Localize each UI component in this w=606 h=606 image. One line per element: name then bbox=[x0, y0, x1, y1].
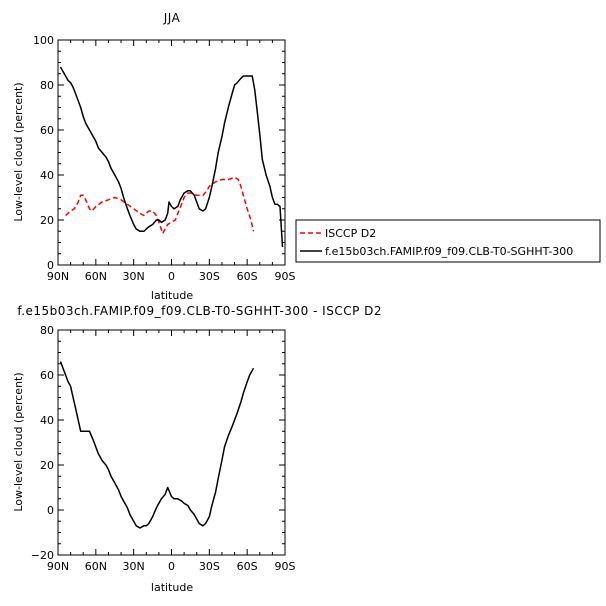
bottom-y-axis-label: Low-level cloud (percent) bbox=[12, 372, 25, 511]
bottom-x-tick-label: 60N bbox=[85, 560, 107, 573]
legend-label-isccp: ISCCP D2 bbox=[325, 227, 376, 240]
top-y-tick-label: 20 bbox=[40, 214, 54, 227]
bottom-y-tick-label: 80 bbox=[40, 324, 54, 337]
top-chart-title: JJA bbox=[163, 11, 181, 25]
top-x-tick-label: 60S bbox=[237, 270, 258, 283]
bottom-x-tick-label: 90N bbox=[47, 560, 69, 573]
bottom-chart-title: f.e15b03ch.FAMIP.f09_f09.CLB-T0-SGHHT-30… bbox=[17, 304, 382, 318]
bottom-series-line-difference bbox=[59, 361, 255, 529]
legend: ISCCP D2 f.e15b03ch.FAMIP.f09_f09.CLB-T0… bbox=[295, 219, 601, 263]
top-panel: JJA Low-level cloud (percent) latitude 9… bbox=[12, 11, 296, 302]
bottom-plot-frame bbox=[57, 329, 286, 556]
top-plot-frame bbox=[57, 39, 286, 266]
top-series-layer bbox=[59, 66, 284, 248]
top-y-tick-label: 80 bbox=[40, 79, 54, 92]
top-axis-ticks: 90N 60N 30N 0 30S 60S 90S 0 20 40 60 80 100 bbox=[33, 34, 296, 283]
bottom-x-tick-label: 90S bbox=[275, 560, 296, 573]
bottom-y-tick-label: −20 bbox=[31, 549, 54, 562]
top-x-tick-label: 60N bbox=[85, 270, 107, 283]
bottom-x-axis-label: latitude bbox=[151, 581, 193, 594]
bottom-x-tick-label: 0 bbox=[168, 560, 175, 573]
top-x-tick-label: 0 bbox=[168, 270, 175, 283]
bottom-panel: f.e15b03ch.FAMIP.f09_f09.CLB-T0-SGHHT-30… bbox=[12, 304, 382, 594]
bottom-y-tick-label: 0 bbox=[47, 504, 54, 517]
top-series-line-isccp bbox=[65, 176, 255, 235]
top-y-tick-label: 100 bbox=[33, 34, 54, 47]
top-x-tick-label: 90N bbox=[47, 270, 69, 283]
top-x-tick-label: 30S bbox=[199, 270, 220, 283]
bottom-y-tick-label: 40 bbox=[40, 414, 54, 427]
bottom-y-tick-label: 20 bbox=[40, 459, 54, 472]
top-y-tick-label: 60 bbox=[40, 124, 54, 137]
bottom-x-tick-label: 30S bbox=[199, 560, 220, 573]
top-series-line-model bbox=[59, 66, 284, 248]
bottom-x-tick-label: 60S bbox=[237, 560, 258, 573]
bottom-axis-ticks: 90N 60N 30N 0 30S 60S 90S −20 0 20 40 60 80 bbox=[31, 324, 296, 573]
top-y-tick-label: 40 bbox=[40, 169, 54, 182]
top-x-tick-label: 90S bbox=[275, 270, 296, 283]
bottom-series-layer bbox=[59, 361, 255, 529]
bottom-x-tick-label: 30N bbox=[123, 560, 145, 573]
top-x-tick-label: 30N bbox=[123, 270, 145, 283]
legend-label-model: f.e15b03ch.FAMIP.f09_f09.CLB-T0-SGHHT-30… bbox=[325, 245, 573, 258]
top-x-axis-label: latitude bbox=[151, 289, 193, 302]
top-y-tick-label: 0 bbox=[47, 259, 54, 272]
legend-box bbox=[295, 219, 601, 263]
top-y-axis-label: Low-level cloud (percent) bbox=[12, 82, 25, 221]
bottom-y-tick-label: 60 bbox=[40, 369, 54, 382]
